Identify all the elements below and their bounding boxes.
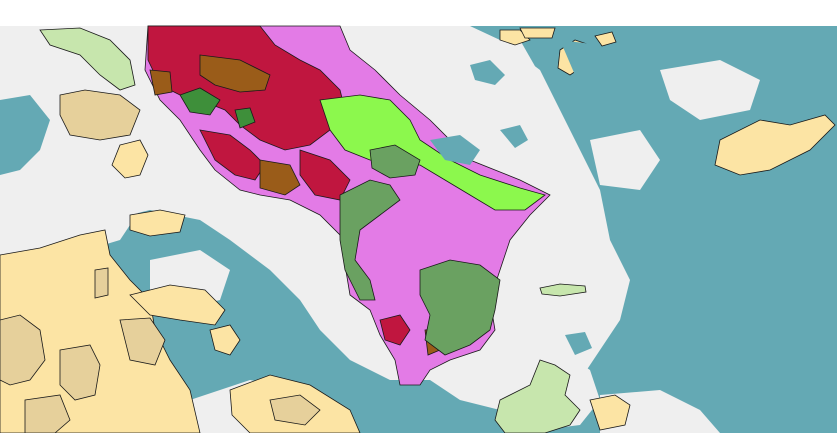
- map-top-margin: [0, 0, 837, 26]
- light-green-areas: [39, 27, 587, 433]
- sand-deposits: [0, 27, 836, 433]
- geologic-units-cluster[interactable]: [144, 25, 551, 386]
- tan-deposits: [0, 89, 321, 433]
- water-inlets: [0, 40, 632, 355]
